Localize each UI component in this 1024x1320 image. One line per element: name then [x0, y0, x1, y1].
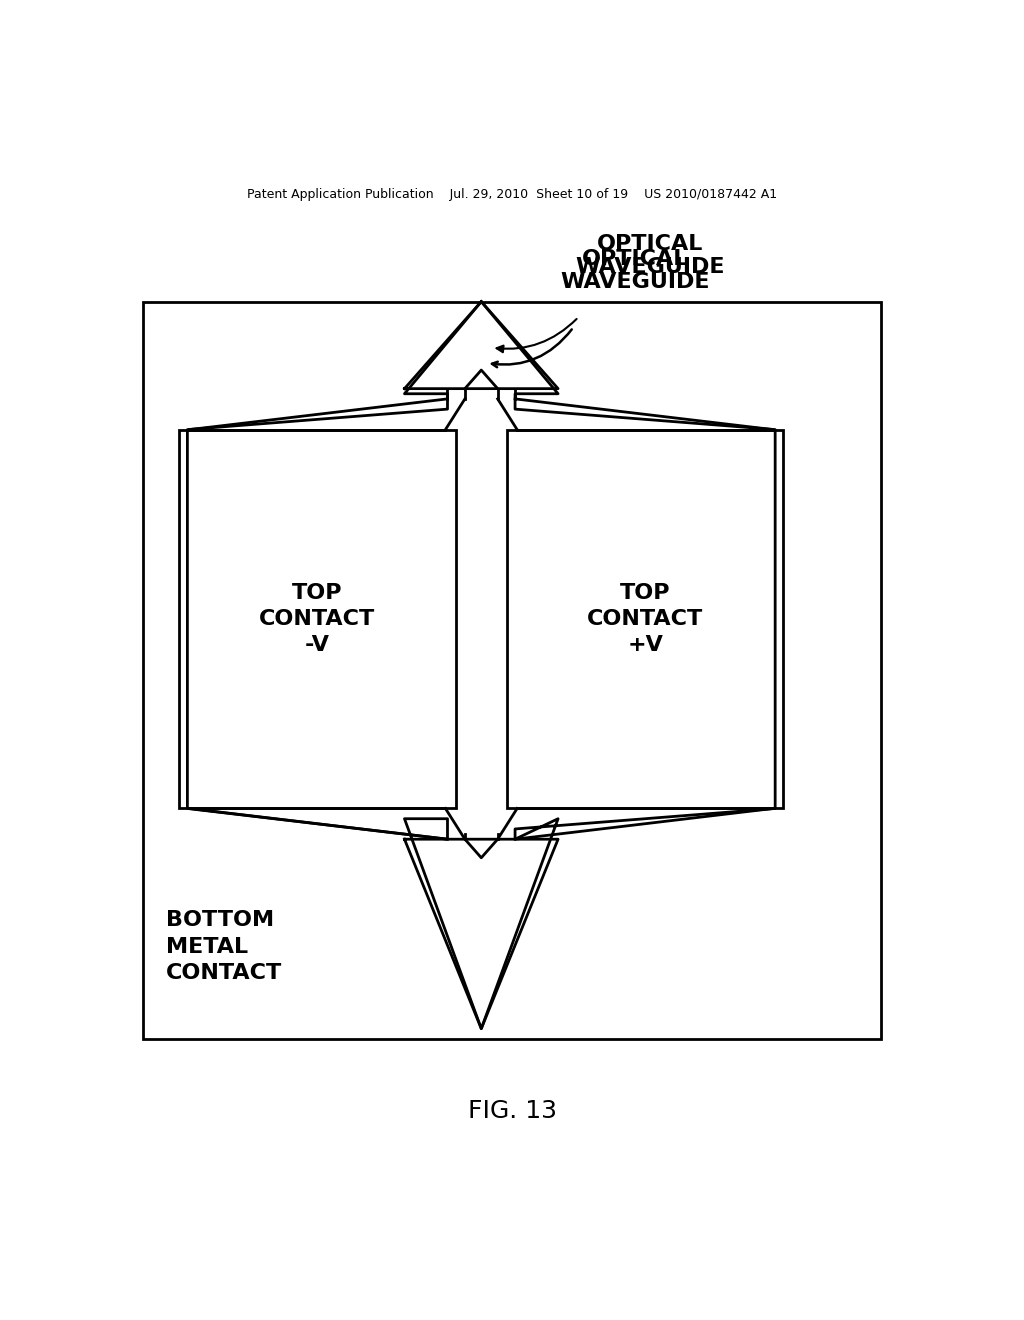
- Bar: [507, 429, 783, 808]
- Bar: [143, 301, 881, 1039]
- Text: OPTICAL
WAVEGUIDE: OPTICAL WAVEGUIDE: [575, 234, 725, 277]
- Text: FIG. 13: FIG. 13: [468, 1098, 556, 1122]
- Text: BOTTOM
METAL
CONTACT: BOTTOM METAL CONTACT: [166, 911, 283, 983]
- Text: TOP
CONTACT
+V: TOP CONTACT +V: [587, 582, 703, 656]
- Bar: [179, 429, 456, 808]
- Text: OPTICAL
WAVEGUIDE: OPTICAL WAVEGUIDE: [560, 249, 710, 293]
- Text: Patent Application Publication    Jul. 29, 2010  Sheet 10 of 19    US 2010/01874: Patent Application Publication Jul. 29, …: [247, 187, 777, 201]
- Text: TOP
CONTACT
-V: TOP CONTACT -V: [259, 582, 376, 656]
